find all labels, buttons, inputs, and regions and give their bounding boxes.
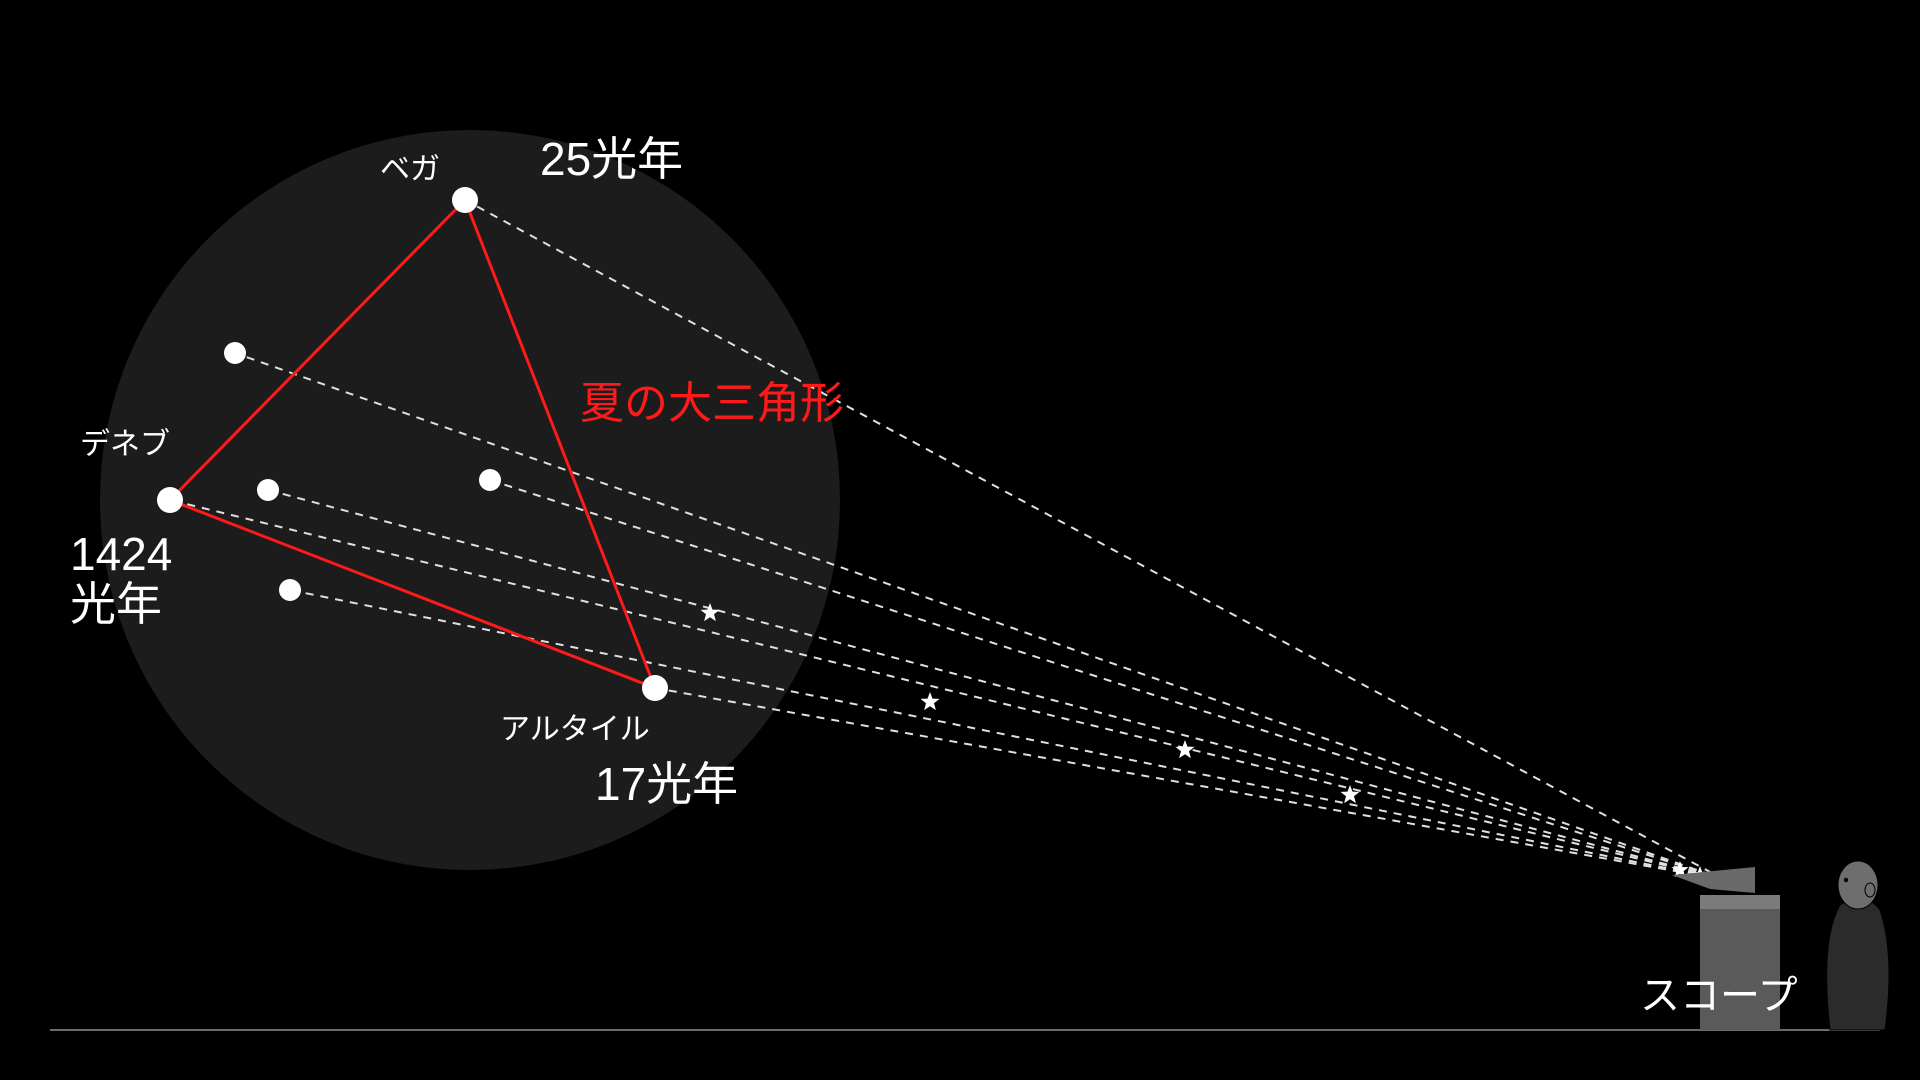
background-star bbox=[224, 342, 246, 364]
distance-label-deneb: 1424 光年 bbox=[70, 529, 172, 630]
star-altair bbox=[642, 675, 668, 701]
star-label-altair: アルタイル bbox=[500, 713, 650, 746]
distance-label-vega: 25光年 bbox=[540, 134, 683, 185]
star-label-vega: ベガ bbox=[380, 153, 440, 186]
projection-star-icon bbox=[920, 692, 939, 710]
star-deneb bbox=[157, 487, 183, 513]
scope-projector-icon bbox=[1672, 867, 1755, 893]
sight-line bbox=[655, 688, 1725, 880]
background-star bbox=[279, 579, 301, 601]
star-label-deneb: デネブ bbox=[80, 428, 170, 461]
background-star bbox=[479, 469, 501, 491]
star-vega bbox=[452, 187, 478, 213]
projection-star-icon bbox=[1175, 740, 1194, 758]
distance-label-altair: 17光年 bbox=[595, 759, 738, 810]
observer-person-icon bbox=[1827, 861, 1889, 1030]
background-star bbox=[257, 479, 279, 501]
triangle-title: 夏の大三角形 bbox=[580, 380, 844, 428]
scope-label: スコープ bbox=[1640, 974, 1798, 1018]
scope-pedestal-top bbox=[1700, 895, 1780, 909]
